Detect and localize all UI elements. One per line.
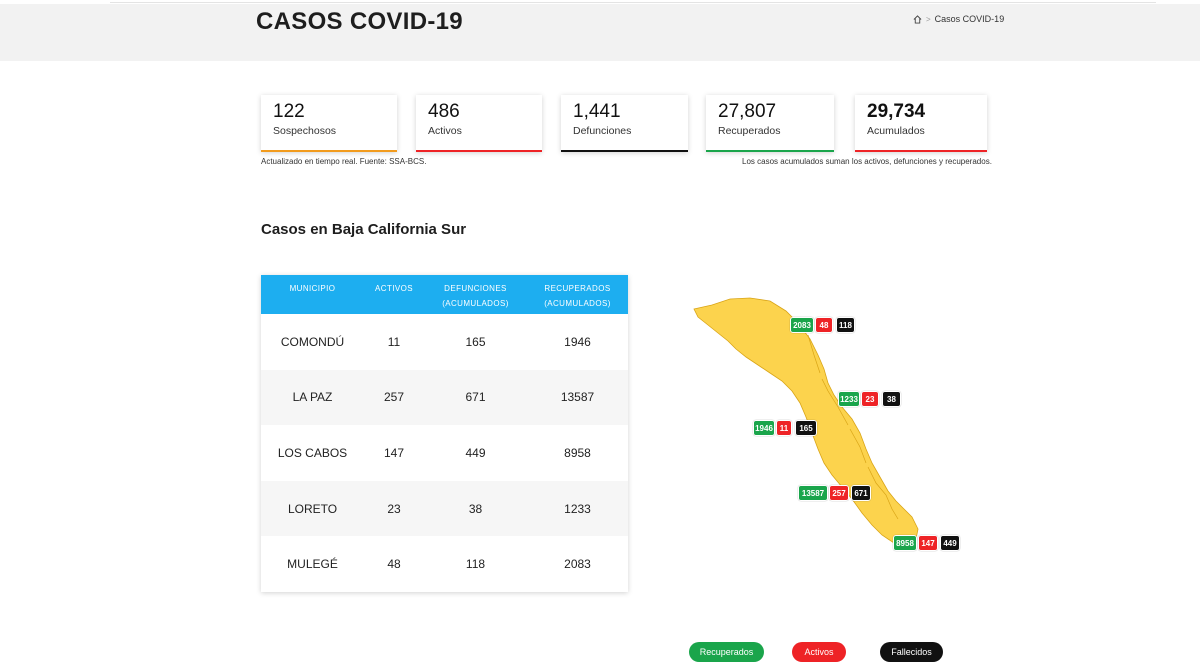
card-acumulados: 29,734 Acumulados: [855, 95, 987, 152]
card-bar: [261, 150, 397, 152]
accumulated-note: Los casos acumulados suman los activos, …: [742, 157, 992, 166]
card-bar: [855, 150, 987, 152]
map-tag-fallecidos-loscabos: 449: [940, 535, 960, 551]
map-tag-fallecidos-lapaz: 671: [851, 485, 871, 501]
map-tag-recuperados-mulege: 2083: [790, 317, 814, 333]
cell-municipio: LA PAZ: [292, 390, 333, 405]
cell-defunciones: 118: [465, 557, 486, 572]
card-recuperados: 27,807 Recuperados: [706, 95, 834, 152]
source-note: Actualizado en tiempo real. Fuente: SSA-…: [261, 157, 427, 166]
map-tag-recuperados-loscabos: 8958: [893, 535, 917, 551]
map-tag-activos-loscabos: 147: [918, 535, 938, 551]
cell-activos: 48: [387, 557, 401, 572]
map-tag-recuperados-comondu: 1946: [753, 420, 775, 436]
legend-activos: Activos: [792, 642, 846, 662]
top-rule: [110, 0, 1156, 3]
th-municipio: MUNICIPIO: [289, 284, 336, 293]
map-tag-fallecidos-loreto: 38: [882, 391, 901, 407]
card-value: 27,807: [718, 101, 777, 122]
cell-recuperados: 8958: [564, 445, 591, 460]
breadcrumb-separator: >: [926, 14, 931, 24]
card-value: 122: [273, 101, 305, 122]
table-row: COMONDÚ 11 165 1946: [261, 314, 628, 370]
card-value: 1,441: [573, 101, 621, 122]
page-header: CASOS COVID-19 > Casos COVID-19: [0, 4, 1200, 61]
table-row: LORETO 23 38 1233: [261, 480, 628, 537]
th-defunciones: DEFUNCIONES (ACUMULADOS): [442, 284, 509, 308]
card-activos: 486 Activos: [416, 95, 542, 152]
th-activos: ACTIVOS: [375, 284, 413, 293]
cell-defunciones: 38: [468, 501, 483, 516]
map-tag-activos-comondu: 11: [776, 420, 792, 436]
card-sospechosos: 122 Sospechosos: [261, 95, 397, 152]
cell-activos: 11: [387, 334, 401, 349]
home-icon[interactable]: [913, 14, 922, 24]
cell-defunciones: 671: [465, 390, 486, 405]
table-row: LA PAZ 257 671 13587: [261, 369, 628, 426]
legend-fallecidos: Fallecidos: [880, 642, 943, 662]
cell-municipio: LORETO: [287, 501, 338, 516]
card-defunciones: 1,441 Defunciones: [561, 95, 688, 152]
table-row: LOS CABOS 147 449 8958: [261, 425, 628, 481]
map-tag-activos-mulege: 48: [815, 317, 833, 333]
bcs-map-shape: [693, 297, 919, 546]
card-value: 29,734: [867, 101, 926, 122]
card-label: Defunciones: [573, 125, 632, 137]
cell-recuperados: 1946: [564, 334, 591, 349]
card-label: Acumulados: [867, 125, 925, 137]
cell-recuperados: 1233: [564, 501, 591, 516]
map-tag-activos-loreto: 23: [861, 391, 879, 407]
card-label: Activos: [428, 125, 462, 137]
cell-municipio: LOS CABOS: [277, 445, 348, 460]
map-tag-recuperados-loreto: 1233: [838, 391, 860, 407]
municipal-boundary: [807, 334, 899, 520]
card-label: Recuperados: [718, 125, 781, 137]
card-label: Sospechosos: [273, 125, 337, 137]
table-header: MUNICIPIO ACTIVOS DEFUNCIONES (ACUMULADOS…: [261, 275, 628, 314]
card-value: 486: [428, 101, 460, 122]
cell-activos: 147: [383, 445, 405, 460]
legend-recuperados: Recuperados: [689, 642, 764, 662]
cell-recuperados: 2083: [564, 557, 591, 572]
cell-defunciones: 165: [465, 334, 486, 349]
cell-municipio: COMONDÚ: [280, 334, 345, 349]
cell-defunciones: 449: [465, 445, 486, 460]
th-recuperados: RECUPERADOS (ACUMULADOS): [544, 284, 611, 308]
card-bar: [416, 150, 542, 152]
cell-activos: 23: [387, 501, 401, 516]
map-tag-recuperados-lapaz: 13587: [798, 485, 828, 501]
page-title: CASOS COVID-19: [256, 8, 463, 35]
bcs-map: 2083 48 118 1233 23 38 1946 11 165 13587…: [690, 295, 970, 555]
summary-cards: 122 Sospechosos 486 Activos 1,441 Defunc…: [261, 95, 991, 153]
table-row: MULEGÉ 48 118 2083: [261, 536, 628, 592]
breadcrumb: > Casos COVID-19: [913, 14, 1004, 24]
breadcrumb-current: Casos COVID-19: [934, 14, 1005, 24]
card-bar: [706, 150, 834, 152]
cell-municipio: MULEGÉ: [287, 557, 338, 572]
map-tag-fallecidos-mulege: 118: [836, 317, 855, 333]
section-title: Casos en Baja California Sur: [261, 221, 467, 238]
map-tag-fallecidos-comondu: 165: [795, 420, 817, 436]
cases-table: MUNICIPIO ACTIVOS DEFUNCIONES (ACUMULADOS…: [261, 275, 628, 592]
table-body: COMONDÚ 11 165 1946 LA PAZ 257 671 13587…: [261, 314, 628, 592]
cell-activos: 257: [383, 390, 405, 405]
card-bar: [561, 150, 688, 152]
map-tag-activos-lapaz: 257: [829, 485, 849, 501]
cell-recuperados: 13587: [560, 390, 595, 405]
